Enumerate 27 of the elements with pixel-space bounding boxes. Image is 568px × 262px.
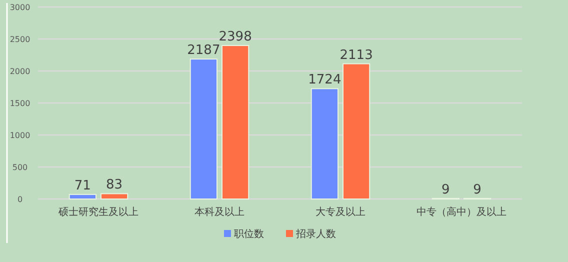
y-tick-label: 3000 bbox=[10, 3, 30, 12]
legend-label: 职位数 bbox=[234, 228, 264, 240]
x-tick-label: 本科及以上 bbox=[194, 206, 244, 218]
bar bbox=[190, 58, 218, 200]
x-tick-label: 硕士研究生及以上 bbox=[58, 206, 138, 218]
data-label: 2187 bbox=[187, 43, 220, 58]
bar bbox=[100, 193, 128, 200]
y-tick-label: 1500 bbox=[10, 99, 30, 108]
data-label: 2398 bbox=[218, 30, 252, 45]
bar bbox=[310, 88, 338, 200]
data-label: 9 bbox=[473, 182, 482, 198]
y-tick-label: 2000 bbox=[10, 67, 30, 76]
data-label: 2113 bbox=[340, 48, 373, 63]
y-tick-label: 0 bbox=[17, 195, 23, 204]
data-label: 9 bbox=[442, 182, 450, 198]
data-label: 71 bbox=[74, 178, 91, 194]
bar bbox=[222, 45, 250, 200]
y-tick-label: 500 bbox=[12, 163, 28, 172]
legend-label: 招录人数 bbox=[295, 228, 336, 240]
y-tick-label: 1000 bbox=[10, 131, 30, 140]
x-tick-label: 大专及以上 bbox=[316, 206, 366, 218]
bar bbox=[342, 63, 370, 200]
bar bbox=[68, 194, 96, 200]
x-tick-label: 中专（高中）及以上 bbox=[416, 206, 506, 218]
data-label: 83 bbox=[106, 178, 123, 193]
data-label: 1724 bbox=[308, 72, 342, 88]
y-tick-label: 2500 bbox=[10, 35, 30, 44]
